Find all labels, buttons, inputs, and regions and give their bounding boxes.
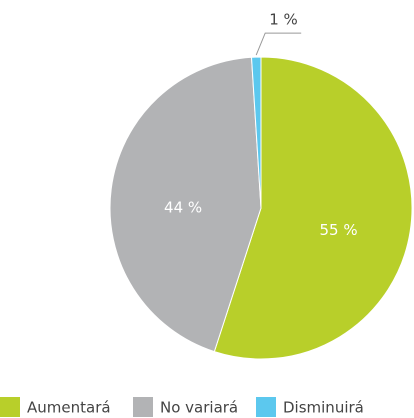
legend-swatch [0, 397, 20, 417]
leader-line [255, 32, 302, 56]
pie-slice [250, 56, 262, 209]
legend-label: No variará [160, 399, 238, 417]
legend-swatch [256, 397, 276, 417]
legend-label: Aumentará [27, 399, 111, 417]
pie-slice [213, 56, 413, 360]
value-label: 55 % [319, 221, 357, 239]
legend-label: Disminuirá [283, 399, 364, 417]
legend-swatch [133, 397, 153, 417]
pie-slice [109, 56, 262, 353]
value-label: 1 % [269, 11, 298, 29]
value-label: 44 % [164, 199, 202, 217]
